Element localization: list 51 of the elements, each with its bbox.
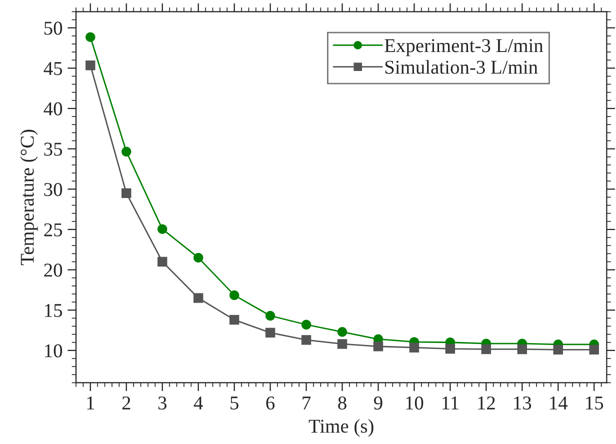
point (445, 344, 456, 354)
point (409, 342, 420, 352)
x-tick-label: 10 (406, 396, 424, 410)
x-tick-label: 1 (87, 396, 94, 410)
point (553, 344, 563, 354)
x-tick-label: 3 (158, 396, 166, 410)
x-tick-label: 14 (550, 396, 568, 410)
x-tick-label: 9 (374, 396, 382, 410)
x-axis-title: Time (s) (308, 419, 374, 437)
y-tick-label: 15 (45, 304, 62, 318)
x-tick-label: 8 (338, 396, 346, 410)
x-tick-label: 2 (122, 396, 130, 410)
point (193, 293, 204, 303)
y-tick-label: 25 (44, 223, 62, 236)
point (589, 344, 599, 354)
point (86, 60, 96, 70)
legend-label: Experiment-3 L/min (384, 39, 544, 56)
x-tick-label: 15 (586, 396, 604, 410)
point (229, 290, 240, 300)
y-axis-title: Temperature (°C) (20, 130, 38, 266)
y-tick-label: 20 (44, 264, 62, 277)
x-tick-label: 4 (194, 396, 203, 410)
y-tick-label: 30 (44, 182, 62, 196)
point (265, 328, 276, 338)
x-tick-label: 7 (302, 396, 311, 410)
y-tick-label: 10 (45, 344, 62, 358)
point (157, 256, 168, 267)
point (373, 342, 384, 352)
point (122, 146, 132, 156)
x-tick-label: 5 (230, 396, 238, 410)
point (301, 320, 312, 330)
y-tick-label: 35 (44, 142, 62, 156)
legend-label: Simulation-3 L/min (385, 60, 538, 74)
point (86, 32, 96, 42)
point (122, 188, 132, 198)
y-tick-label: 45 (44, 62, 62, 76)
point (265, 310, 276, 321)
point (229, 314, 240, 325)
point (337, 327, 348, 337)
point (193, 252, 204, 263)
point (157, 224, 168, 234)
x-tick-label: 13 (514, 396, 532, 410)
point (301, 335, 312, 345)
point (337, 339, 348, 349)
y-tick-label: 40 (44, 102, 62, 116)
point (481, 344, 492, 354)
point (517, 344, 528, 354)
x-tick-label: 11 (442, 396, 458, 410)
x-tick-label: 6 (266, 396, 275, 410)
x-tick-label: 12 (478, 396, 495, 410)
y-tick-label: 50 (44, 22, 62, 35)
